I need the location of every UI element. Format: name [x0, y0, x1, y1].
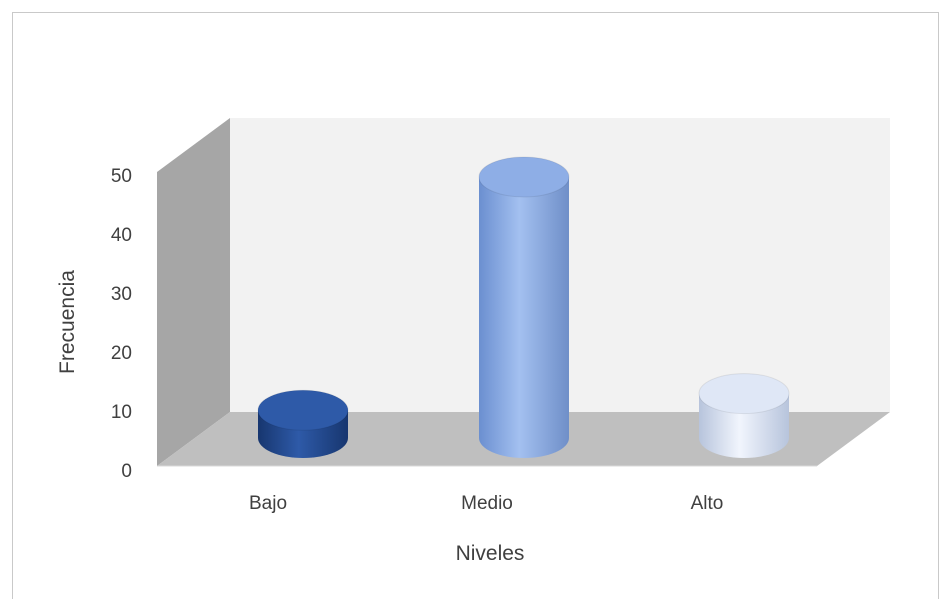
- y-tick-label: 10: [111, 402, 132, 423]
- y-tick-label: 50: [111, 166, 132, 187]
- side-wall: [157, 118, 230, 466]
- x-tick-label: Bajo: [249, 493, 287, 514]
- y-tick-label: 30: [111, 284, 132, 305]
- bar-medio: [478, 156, 570, 458]
- y-tick-label: 0: [121, 461, 132, 482]
- bar-alto: [698, 373, 790, 458]
- x-tick-label: Alto: [691, 493, 724, 514]
- x-axis-title: Niveles: [456, 542, 525, 565]
- bar-body: [479, 177, 569, 458]
- bar-top: [478, 156, 570, 198]
- bars: [257, 156, 790, 458]
- y-ticks: 0 10 20 30 40 50: [111, 166, 132, 482]
- x-tick-label: Medio: [461, 493, 513, 514]
- y-axis-title: Frecuencia: [56, 270, 79, 374]
- bar-top: [257, 389, 349, 431]
- bar-top: [698, 373, 790, 415]
- y-tick-label: 20: [111, 343, 132, 364]
- y-tick-label: 40: [111, 225, 132, 246]
- bar-bajo: [257, 389, 349, 458]
- x-ticks: Bajo Medio Alto: [249, 493, 723, 514]
